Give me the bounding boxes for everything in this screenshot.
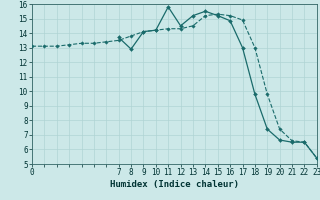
- X-axis label: Humidex (Indice chaleur): Humidex (Indice chaleur): [110, 180, 239, 189]
